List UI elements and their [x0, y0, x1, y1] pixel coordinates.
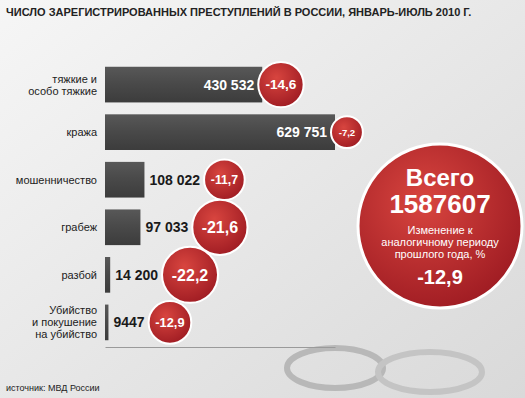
change-label: -12,9 [155, 315, 184, 330]
category-label: тяжкие иособо тяжкие [28, 73, 97, 97]
change-circle [258, 62, 303, 107]
total-label: Всего [406, 164, 474, 191]
change-circle [162, 247, 218, 303]
total-badge: Всего1587607 Изменение каналогичному пери… [358, 144, 522, 308]
change-label: -11,7 [211, 173, 238, 187]
chart-svg: ЧИСЛО ЗАРЕГИСТРИРОВАННЫХ ПРЕСТУПЛЕНИЙ В … [0, 0, 525, 398]
change-circle [149, 301, 192, 344]
change-circle [192, 200, 247, 255]
data-label: 97 033 [145, 219, 188, 235]
change-badges: -14,6 -7,2 -11,7 -21,6 -22,2 -12,9 [149, 62, 363, 344]
handcuff-ring [287, 348, 383, 388]
category-label: Убийствои покушениена убийство [32, 304, 97, 340]
change-circle [204, 159, 245, 200]
bar [105, 67, 262, 103]
data-label: 629 751 [276, 124, 327, 140]
bar [105, 162, 144, 198]
bars [105, 67, 335, 340]
x-axis [106, 347, 336, 348]
x-axis-line [106, 347, 336, 348]
total-change-label: -12,9 [417, 266, 463, 288]
category-label: грабеж [61, 221, 97, 233]
data-label: 9447 [113, 314, 144, 330]
handcuff-ring [378, 352, 482, 392]
bar [105, 305, 108, 341]
bar [105, 114, 335, 150]
bar [105, 209, 140, 245]
total-value: 1587607 [389, 189, 490, 219]
data-label: 430 532 [204, 77, 255, 93]
category-label: кража [66, 126, 97, 138]
source: источник: МВД России [6, 383, 100, 393]
category-label: разбой [61, 269, 97, 281]
change-label: -14,6 [265, 77, 296, 92]
data-label: 108 022 [149, 172, 200, 188]
decoration [287, 348, 482, 392]
total-circle [358, 144, 522, 308]
title: ЧИСЛО ЗАРЕГИСТРИРОВАННЫХ ПРЕСТУПЛЕНИЙ В … [6, 6, 471, 18]
chart-container: ЧИСЛО ЗАРЕГИСТРИРОВАННЫХ ПРЕСТУПЛЕНИЙ В … [0, 0, 525, 398]
bar [105, 257, 110, 293]
change-circle [331, 116, 363, 148]
change-label: -7,2 [339, 127, 355, 138]
total-note: Изменение каналогичному периодупрошлого … [381, 224, 499, 260]
data-label: 14 200 [115, 267, 158, 283]
change-label: -22,2 [172, 267, 209, 284]
background [0, 0, 525, 398]
category-label: мошенничество [16, 174, 97, 186]
change-label: -21,6 [202, 219, 239, 236]
